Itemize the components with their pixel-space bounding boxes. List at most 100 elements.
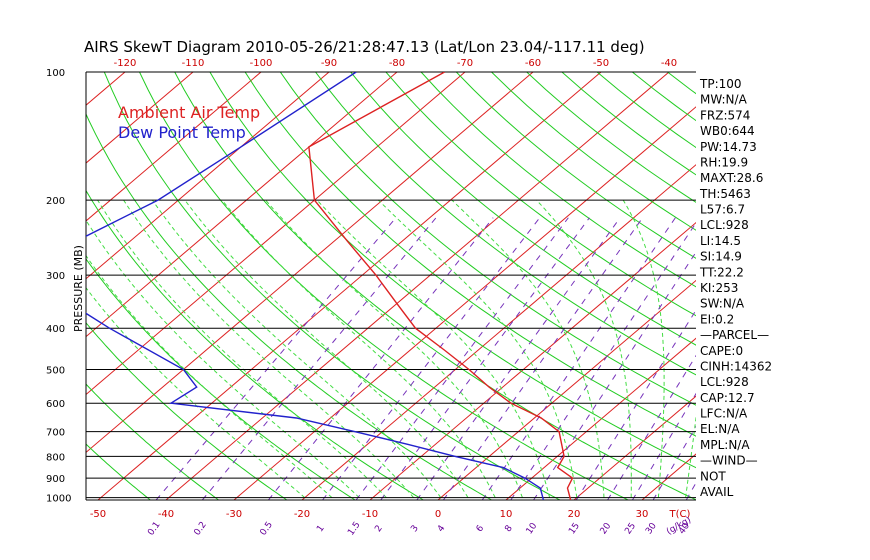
- index-entry: EI:0.2: [700, 312, 734, 326]
- dry-adiabat-line: [420, 72, 696, 288]
- y-axis-label: PRESSURE (MB): [72, 245, 85, 332]
- index-entry: MW:N/A: [700, 93, 748, 107]
- top-temp-tick-label: -120: [114, 58, 137, 69]
- pressure-tick-label: 700: [46, 428, 65, 439]
- index-entry: PW:14.73: [700, 140, 757, 154]
- top-temp-tick-label: -80: [389, 58, 405, 69]
- mixing-ratio-line: [268, 217, 494, 500]
- dry-adiabat-line: [526, 72, 696, 203]
- isotherm-line: [641, 453, 696, 500]
- mixing-ratio-label: 10: [525, 521, 540, 536]
- isotherm-line: [573, 395, 696, 500]
- bottom-temp-tick-label: 30: [636, 509, 649, 520]
- isotherm-line: [437, 279, 696, 500]
- index-entry: RH:19.9: [700, 156, 748, 170]
- isobar-layer: [85, 71, 696, 501]
- index-entry: CAP:12.7: [700, 391, 755, 405]
- dry-adiabat-line: [86, 443, 151, 500]
- mixing-ratio-label: 6: [475, 523, 487, 534]
- isotherm-line: [165, 72, 670, 500]
- index-entry: MAXT:28.6: [700, 171, 763, 185]
- top-temp-tick-label: -100: [250, 58, 273, 69]
- bottom-temp-tick-label: -40: [158, 509, 174, 520]
- isotherm-line: [86, 72, 398, 338]
- index-entry: TT:22.2: [699, 265, 744, 279]
- dry-adiabat-line: [244, 72, 696, 437]
- top-temp-tick-label: -60: [525, 58, 541, 69]
- chart-title: AIRS SkewT Diagram 2010-05-26/21:28:47.1…: [84, 38, 645, 56]
- moist-adiabat-line: [536, 199, 632, 498]
- dry-adiabat-line: [455, 72, 696, 259]
- dry-adiabat-line: [773, 72, 870, 500]
- isotherm-line: [846, 72, 870, 500]
- mixing-ratio-label: 1: [315, 524, 326, 534]
- mixing-ratio-line: [155, 217, 397, 500]
- index-entry: FRZ:574: [700, 108, 750, 122]
- legend-ambient-air-temp: Ambient Air Temp: [118, 103, 260, 122]
- index-entry: TH:5463: [699, 187, 751, 201]
- moist-adiabat-line: [184, 199, 469, 498]
- index-entry: CAPE:0: [700, 344, 743, 358]
- moist-adiabat-line: [86, 286, 306, 498]
- bottom-temp-tick-label: 0: [435, 509, 441, 520]
- isotherm-line: [369, 221, 696, 500]
- index-entry: LCL:928: [700, 375, 749, 389]
- mixing-ratio-label: 20: [599, 521, 614, 536]
- dry-adiabat-line: [385, 72, 696, 317]
- moist-adiabat-line: [265, 199, 523, 498]
- index-entry: CINH:14362: [700, 360, 772, 374]
- dry-adiabat-line: [103, 72, 561, 500]
- index-entry: NOT: [700, 469, 726, 483]
- bottom-temp-tick-label: -50: [90, 509, 106, 520]
- mixing-ratio-line: [481, 217, 676, 500]
- isotherm-line: [86, 72, 466, 396]
- top-temp-tick-label: -90: [321, 58, 337, 69]
- moist-adiabat-line: [316, 199, 551, 498]
- dry-adiabat-line: [843, 72, 870, 500]
- top-temp-tick-label: -40: [661, 58, 677, 69]
- isotherm-line: [86, 72, 262, 222]
- index-entry: SW:N/A: [700, 297, 745, 311]
- pressure-tick-label: 400: [46, 324, 65, 335]
- bottom-temp-tick-label: 20: [568, 509, 581, 520]
- dry-adiabat-line: [86, 112, 492, 500]
- index-entry: KI:253: [700, 281, 738, 295]
- pressure-tick-label: 200: [46, 196, 65, 207]
- mixing-ratio-label: 15: [567, 521, 582, 536]
- isotherm-line: [86, 72, 534, 454]
- mixing-ratio-line: [533, 251, 696, 500]
- dry-adiabat-line: [808, 72, 870, 500]
- pressure-tick-label: 800: [46, 452, 65, 463]
- pressure-tick-label: 1000: [46, 494, 71, 505]
- dry-adiabat-line: [209, 72, 696, 469]
- isotherm-line: [301, 164, 696, 500]
- isotherm-line: [86, 72, 194, 164]
- moist-adiabat-line: [221, 199, 496, 498]
- mixing-ratio-label: 0.1: [146, 520, 162, 537]
- dry-adiabat-line: [139, 72, 629, 500]
- trace-layer: [86, 72, 574, 500]
- dry-adiabat-line: [738, 72, 870, 500]
- legend: Ambient Air Temp Dew Point Temp: [118, 103, 260, 142]
- mixing-ratio-label: 4: [436, 523, 448, 534]
- index-entry: LCL:928: [700, 218, 749, 232]
- dry-adiabat-line: [86, 189, 424, 500]
- mixing-ratio-label: 1.5: [346, 520, 362, 537]
- index-entry: WB0:644: [700, 124, 755, 138]
- dry-adiabat-line: [350, 72, 696, 346]
- pressure-tick-label: 500: [46, 365, 65, 376]
- index-entry: LI:14.5: [700, 234, 741, 248]
- mixing-ratio-label: 30: [644, 521, 659, 536]
- top-temp-tick-label: -110: [182, 58, 205, 69]
- mixing-ratio-line: [510, 222, 696, 500]
- moist-adiabat-line: [123, 199, 414, 498]
- isotherm-line: [233, 106, 696, 500]
- pressure-tick-label: 300: [46, 271, 65, 282]
- mixing-ratio-line: [442, 217, 643, 500]
- mixing-ratio-label: 0.5: [259, 520, 275, 537]
- isotherm-line: [505, 337, 696, 500]
- ambient-air-temp-line: [308, 72, 574, 500]
- grid-layer: [86, 72, 870, 500]
- index-entry: EL:N/A: [700, 422, 740, 436]
- index-entry: —WIND—: [700, 454, 758, 468]
